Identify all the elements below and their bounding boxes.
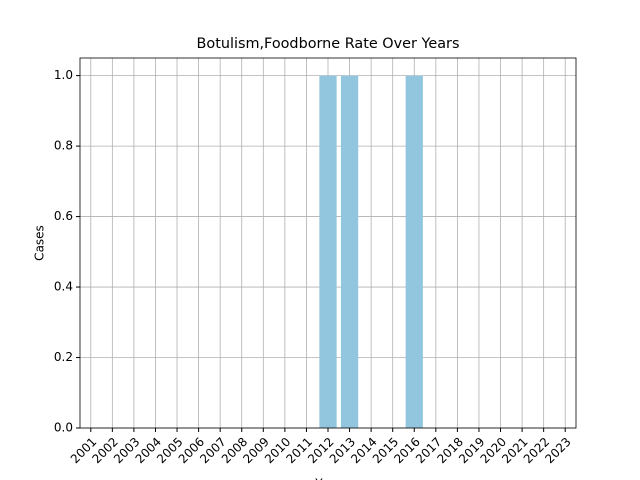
bar <box>319 75 337 428</box>
chart-title: Botulism,Foodborne Rate Over Years <box>197 36 460 52</box>
plot-frame <box>79 57 577 429</box>
y-axis-label: Cases <box>33 225 47 261</box>
y-tick-label: 0.0 <box>54 421 73 435</box>
y-tick-label: 0.4 <box>54 280 73 294</box>
y-tick-label: 1.0 <box>54 68 73 82</box>
bar <box>340 75 359 428</box>
x-axis-label: Year <box>314 477 340 480</box>
bar <box>405 75 423 428</box>
y-tick-label: 0.2 <box>54 350 73 364</box>
y-tick-label: 0.8 <box>54 139 73 153</box>
y-tick-label: 0.6 <box>54 209 73 223</box>
